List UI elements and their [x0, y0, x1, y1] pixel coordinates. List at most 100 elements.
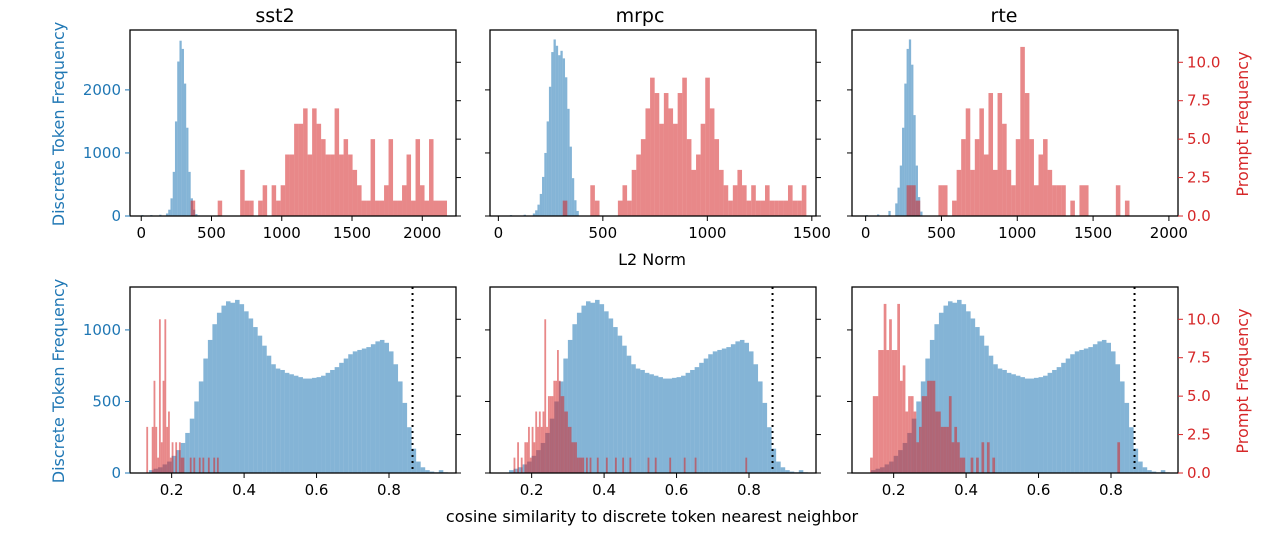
- discrete-bar: [712, 351, 718, 473]
- left-tick-label: 2000: [83, 81, 121, 99]
- discrete-bar: [762, 402, 768, 473]
- discrete-bar: [316, 377, 322, 473]
- discrete-bar: [302, 378, 308, 473]
- discrete-bar: [189, 418, 195, 473]
- discrete-bar: [248, 318, 254, 473]
- prompt-bar: [420, 185, 425, 216]
- prompt-bar: [379, 200, 385, 216]
- discrete-bar: [407, 427, 412, 473]
- x-tick-label: 0: [136, 224, 146, 242]
- discrete-bar: [798, 470, 804, 473]
- prompt-bar: [384, 185, 389, 216]
- discrete-bar: [375, 341, 380, 473]
- prompt-bar: [1038, 154, 1044, 216]
- prompt-bar: [569, 426, 572, 473]
- right-tick-label: 5.0: [1187, 130, 1211, 148]
- prompt-bar: [348, 154, 353, 216]
- discrete-bar: [1043, 375, 1048, 473]
- x-tick-label: 1500: [333, 224, 371, 242]
- discrete-bar: [411, 448, 417, 473]
- prompt-bar: [943, 426, 947, 473]
- discrete-bar: [708, 354, 713, 473]
- panel-title-rte: rte: [991, 5, 1018, 27]
- prompt-bar: [190, 200, 196, 216]
- prompt-bar: [262, 185, 268, 216]
- prompt-bar: [546, 426, 548, 473]
- x-tick-label: 0.2: [520, 481, 544, 499]
- discrete-bar: [1106, 342, 1111, 473]
- discrete-bar: [653, 375, 659, 473]
- left-tick-label: 500: [92, 392, 121, 410]
- prompt-bar: [217, 200, 223, 216]
- discrete-bar: [970, 318, 976, 473]
- prompt-bar: [700, 123, 706, 216]
- discrete-bar: [943, 305, 948, 473]
- prompt-bar: [175, 442, 178, 473]
- discrete-bar: [1002, 369, 1007, 473]
- discrete-bar: [685, 372, 691, 473]
- prompt-bar: [1006, 169, 1012, 216]
- prompt-bar: [155, 426, 158, 473]
- prompt-bar: [533, 442, 536, 473]
- discrete-bar: [366, 347, 371, 473]
- discrete-bar: [604, 311, 609, 473]
- discrete-bar: [384, 342, 389, 473]
- prompt-bar: [908, 396, 911, 473]
- prompt-bar: [571, 442, 574, 473]
- discrete-bar: [171, 455, 177, 473]
- prompt-bar: [307, 154, 313, 216]
- prompt-bar: [158, 319, 161, 473]
- prompt-bar: [935, 411, 939, 473]
- prompt-bar: [564, 411, 567, 473]
- prompt-bar: [622, 457, 625, 473]
- prompt-bar: [745, 457, 748, 473]
- discrete-bar: [785, 470, 790, 473]
- discrete-bar: [284, 372, 290, 473]
- discrete-bar: [730, 344, 736, 473]
- discrete-bar: [548, 86, 552, 217]
- prompt-bar: [938, 411, 941, 473]
- discrete-bar: [518, 467, 523, 473]
- x-tick-label: 0.8: [1099, 481, 1123, 499]
- discrete-bar: [771, 448, 777, 473]
- prompt-bar: [783, 200, 788, 216]
- discrete-bar: [717, 349, 722, 473]
- prompt-bar: [872, 396, 876, 473]
- prompt-bar: [526, 442, 529, 473]
- prompt-bar: [280, 185, 286, 216]
- prompt-bar: [567, 426, 570, 473]
- prompt-bar: [976, 457, 979, 473]
- discrete-bar: [388, 351, 394, 473]
- right-tick-label: 0.0: [1187, 207, 1211, 225]
- prompt-bar: [160, 442, 163, 473]
- prompt-bar: [974, 139, 980, 216]
- prompt-bar: [997, 93, 1003, 216]
- x-tick-label: 0: [494, 224, 504, 242]
- prompt-bar: [650, 77, 655, 216]
- discrete-bar: [216, 312, 222, 473]
- discrete-bar: [897, 187, 900, 216]
- discrete-bar: [293, 375, 299, 473]
- prompt-bar: [899, 380, 903, 473]
- prompt-bar: [321, 139, 326, 216]
- discrete-bar: [280, 369, 285, 473]
- prompt-bar: [411, 200, 416, 216]
- discrete-bar: [916, 401, 921, 473]
- prompt-bar: [540, 426, 543, 473]
- prompt-bar: [992, 457, 996, 473]
- prompt-bar: [258, 200, 263, 216]
- prompt-bar: [1029, 139, 1034, 216]
- prompt-bar: [171, 442, 174, 473]
- prompt-bar: [433, 200, 439, 216]
- discrete-bar: [899, 165, 903, 216]
- prompt-bar: [393, 200, 398, 216]
- prompt-bar: [1079, 185, 1084, 216]
- prompt-bar: [691, 169, 697, 216]
- discrete-bar: [416, 461, 421, 473]
- prompt-bar: [728, 200, 733, 216]
- x-tick-label: 0.4: [232, 481, 256, 499]
- discrete-bar: [257, 335, 263, 473]
- prompt-bar: [213, 457, 216, 473]
- discrete-bar: [681, 375, 686, 473]
- prompt-bar: [151, 426, 154, 473]
